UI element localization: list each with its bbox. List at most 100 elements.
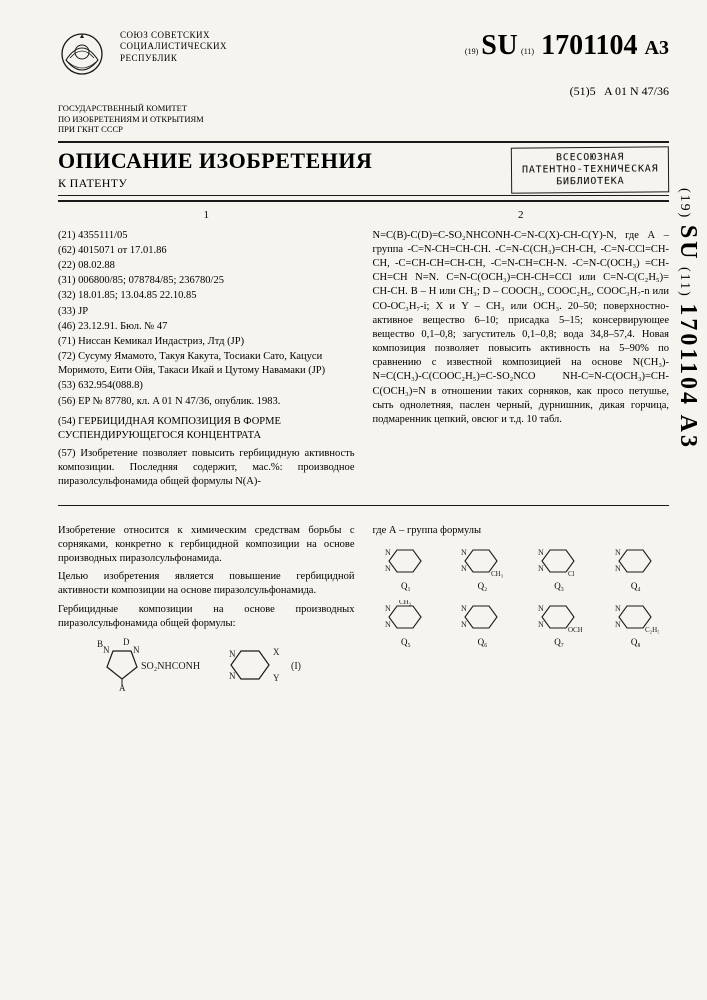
ring-label: Q₁ <box>401 580 411 592</box>
column-1: 1 (21) 4355111/05 (62) 4015071 от 17.01.… <box>58 208 355 491</box>
kind-code: A3 <box>645 37 669 59</box>
column-number: 2 <box>373 208 670 223</box>
ring-label: Q₄ <box>631 580 641 592</box>
svg-text:N: N <box>461 564 467 573</box>
ring-label: Q₂ <box>478 580 488 592</box>
svg-text:N: N <box>461 620 467 629</box>
field-62: (62) 4015071 от 17.01.86 <box>58 244 355 258</box>
svg-text:N: N <box>615 604 621 613</box>
field-31: (31) 006800/85; 078784/85; 236780/25 <box>58 274 355 288</box>
ring-label: Q₈ <box>631 636 641 648</box>
svg-text:Y: Y <box>273 673 280 683</box>
svg-text:N: N <box>103 645 110 655</box>
description-columns: Изобретение относится к химическим средс… <box>58 524 669 693</box>
paragraph: Изобретение относится к химическим средс… <box>58 524 355 567</box>
svg-text:OCH₃: OCH₃ <box>568 626 582 634</box>
svg-text:N: N <box>385 548 391 557</box>
field-32: (32) 18.01.85; 13.04.85 22.10.85 <box>58 289 355 303</box>
country-line: СОЦИАЛИСТИЧЕСКИХ <box>120 41 451 52</box>
rule <box>58 200 669 202</box>
svg-text:N: N <box>133 645 140 655</box>
svg-text:CH₃: CH₃ <box>399 600 412 606</box>
title-row: ОПИСАНИЕ ИЗОБРЕТЕНИЯ К ПАТЕНТУ ВСЕСОЮЗНА… <box>58 147 669 193</box>
field-56: (56) EP № 87780, кл. A 01 N 47/36, опубл… <box>58 395 355 409</box>
country-line: СОЮЗ СОВЕТСКИХ <box>120 30 451 41</box>
biblio-columns: 1 (21) 4355111/05 (62) 4015071 от 17.01.… <box>58 208 669 491</box>
rule <box>58 141 669 143</box>
spine-number: (19) SU (11) 1701104 A3 <box>674 188 701 450</box>
paragraph: Целью изобретения является повышение гер… <box>58 570 355 598</box>
stamp-line: ПАТЕНТНО-ТЕХНИЧЕСКАЯ <box>522 163 659 176</box>
description-left: Изобретение относится к химическим средс… <box>58 524 355 693</box>
svg-text:N: N <box>461 548 467 557</box>
committee-name: ГОСУДАРСТВЕННЫЙ КОМИТЕТ ПО ИЗОБРЕТЕНИЯМ … <box>58 103 669 135</box>
svg-text:N: N <box>615 620 621 629</box>
field-57: (57) Изобретение позволяет повысить герб… <box>58 447 355 490</box>
substituent-ring: N N C₂H₅ Q₈ <box>602 600 669 648</box>
svg-text:N: N <box>385 620 391 629</box>
svg-text:Cl: Cl <box>568 570 575 578</box>
inid-51: (51)5 <box>570 84 596 98</box>
field-46: (46) 23.12.91. Бюл. № 47 <box>58 320 355 334</box>
svg-text:X: X <box>273 647 280 657</box>
svg-text:N: N <box>538 564 544 573</box>
svg-text:N: N <box>538 604 544 613</box>
substituent-ring: N N Q₆ <box>449 600 516 648</box>
svg-text:N: N <box>229 671 236 681</box>
ring-label: Q₅ <box>401 636 411 648</box>
inid-19: (19) <box>465 47 478 56</box>
field-53: (53) 632.954(088.8) <box>58 379 355 393</box>
svg-text:N: N <box>229 649 236 659</box>
field-21: (21) 4355111/05 <box>58 229 355 243</box>
committee-line: ПРИ ГКНТ СССР <box>58 124 669 135</box>
country-code: SU <box>481 30 518 61</box>
inid-19: (19) <box>677 188 692 219</box>
field-22: (22) 08.02.88 <box>58 259 355 273</box>
field-33: (33) JP <box>58 305 355 319</box>
svg-text:D: D <box>123 637 130 647</box>
paragraph: где А – группа формулы <box>373 524 670 538</box>
substituent-ring: N N CH₃ Q₅ <box>373 600 440 648</box>
field-71: (71) Ниссан Кемикал Индастриз, Лтд (JP) <box>58 335 355 349</box>
paragraph: Гербицидные композиции на основе произво… <box>58 603 355 631</box>
classification-row: (51)5 A 01 N 47/36 <box>58 84 669 99</box>
svg-text:C₂H₅: C₂H₅ <box>645 626 659 634</box>
svg-text:B: B <box>97 639 103 649</box>
structural-formula: N N B D A SO₂NHCONH N N X Y (I) <box>58 637 355 693</box>
substituent-ring: N N Q₁ <box>373 544 440 592</box>
rule <box>58 195 669 196</box>
svg-text:N: N <box>538 548 544 557</box>
document-number: (19) SU (11) 1701104 A3 <box>465 30 669 62</box>
ring-label: Q₃ <box>554 580 564 592</box>
library-stamp: ВСЕСОЮЗНАЯ ПАТЕНТНО-ТЕХНИЧЕСКАЯ БИБЛИОТЕ… <box>510 146 669 193</box>
svg-text:N: N <box>615 564 621 573</box>
substituent-ring: N N Cl Q₃ <box>526 544 593 592</box>
title-block: ОПИСАНИЕ ИЗОБРЕТЕНИЯ К ПАТЕНТУ <box>58 148 372 191</box>
svg-text:CH₃: CH₃ <box>491 570 504 578</box>
svg-text:N: N <box>538 620 544 629</box>
column-number: 1 <box>58 208 355 223</box>
patent-number: 1701104 A3 <box>675 303 701 450</box>
substituent-ring: N N Q₄ <box>602 544 669 592</box>
substituent-ring: N N CH₃ Q₂ <box>449 544 516 592</box>
country-line: РЕСПУБЛИК <box>120 53 451 64</box>
column-2: 2 N=C(B)-C(D)=C-SO₂NHCONH-C=N-C(X)-CH-C(… <box>373 208 670 491</box>
inid-11: (11) <box>677 267 692 298</box>
stamp-line: ВСЕСОЮЗНАЯ <box>521 151 658 164</box>
document-subtitle: К ПАТЕНТУ <box>58 176 372 191</box>
ipc-code: A 01 N 47/36 <box>604 84 669 98</box>
patent-number: 1701104 <box>541 30 637 61</box>
description-right: где А – группа формулы N N Q₁ N N CH₃ Q₂… <box>373 524 670 693</box>
svg-text:N: N <box>385 564 391 573</box>
svg-text:N: N <box>615 548 621 557</box>
substituent-grid: N N Q₁ N N CH₃ Q₂ N N Cl Q₃ N N <box>373 544 670 648</box>
field-54: (54) ГЕРБИЦИДНАЯ КОМПОЗИЦИЯ В ФОРМЕ СУСП… <box>58 415 355 443</box>
ring-label: Q₆ <box>478 636 488 648</box>
committee-line: ПО ИЗОБРЕТЕНИЯМ И ОТКРЫТИЯМ <box>58 114 669 125</box>
field-72: (72) Сусуму Ямамото, Такуя Какута, Тосиа… <box>58 350 355 378</box>
state-emblem <box>58 30 106 78</box>
document-title: ОПИСАНИЕ ИЗОБРЕТЕНИЯ <box>58 148 372 174</box>
abstract-continuation: N=C(B)-C(D)=C-SO₂NHCONH-C=N-C(X)-CH-C(Y)… <box>373 229 670 427</box>
committee-line: ГОСУДАРСТВЕННЫЙ КОМИТЕТ <box>58 103 669 114</box>
inid-11: (11) <box>521 47 534 56</box>
